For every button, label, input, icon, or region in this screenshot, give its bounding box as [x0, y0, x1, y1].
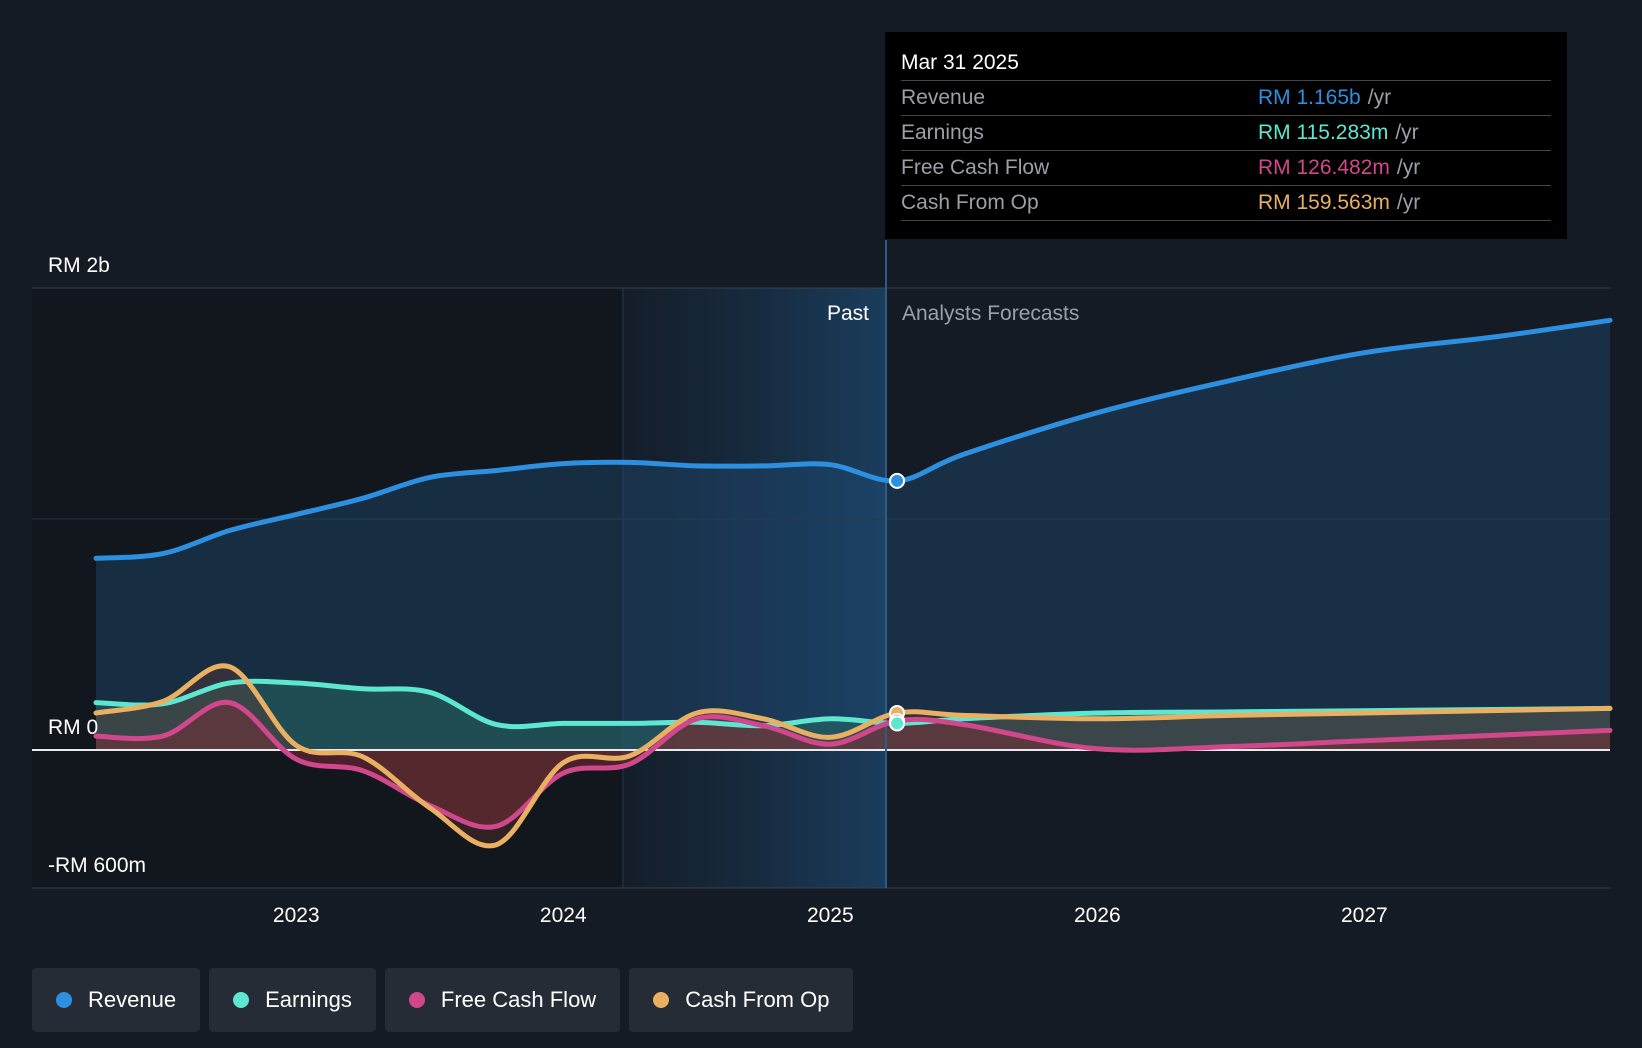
- revenue-area: [96, 320, 1610, 750]
- tooltip-row-cash-from-op: Cash From Op RM 159.563m /yr: [901, 186, 1551, 221]
- tooltip-row-revenue: Revenue RM 1.165b /yr: [901, 81, 1551, 116]
- forecast-label: Analysts Forecasts: [902, 302, 1079, 325]
- tooltip-value: RM 159.563m: [1258, 191, 1390, 214]
- tooltip-unit: /yr: [1396, 156, 1421, 179]
- tooltip-row-earnings: Earnings RM 115.283m /yr: [901, 116, 1551, 151]
- revenue-line: [93, 317, 1613, 561]
- earnings-area: [96, 681, 1610, 750]
- x-tick-label: 2026: [1074, 904, 1121, 927]
- past-label: Past: [827, 302, 869, 325]
- x-tick-label: 2027: [1341, 904, 1388, 927]
- tooltip-row-free-cash-flow: Free Cash Flow RM 126.482m /yr: [901, 151, 1551, 186]
- y-label-bottom: -RM 600m: [48, 854, 146, 877]
- tooltip-value: RM 115.283m: [1258, 121, 1389, 144]
- tooltip-unit: /yr: [1395, 121, 1419, 144]
- past-highlight-band: [623, 288, 886, 888]
- tooltip-value: RM 1.165b: [1258, 86, 1361, 109]
- legend-item-cash-from-op[interactable]: Cash From Op: [629, 968, 854, 1032]
- free-cash-flow-area: [96, 702, 1610, 828]
- tooltip-date: Mar 31 2025: [901, 46, 1551, 81]
- legend-label: Free Cash Flow: [440, 987, 597, 1012]
- revenue-marker[interactable]: [889, 472, 906, 489]
- cash-from-op-area: [96, 665, 1610, 846]
- tooltip-unit: /yr: [1396, 191, 1421, 214]
- tooltip-label: Cash From Op: [901, 191, 1039, 214]
- legend-label: Earnings: [265, 987, 352, 1012]
- x-tick-label: 2024: [540, 904, 587, 927]
- earnings-line: [93, 678, 1613, 730]
- legend-item-free-cash-flow[interactable]: Free Cash Flow: [384, 968, 621, 1032]
- tooltip-label: Earnings: [901, 121, 984, 144]
- legend-label: Revenue: [88, 987, 177, 1012]
- legend: Revenue Earnings Free Cash Flow Cash Fro…: [32, 968, 854, 1032]
- legend-item-earnings[interactable]: Earnings: [209, 968, 376, 1032]
- x-tick-label: 2023: [273, 904, 320, 927]
- tooltip-label: Revenue: [901, 86, 986, 109]
- legend-dot-icon: [233, 992, 250, 1008]
- x-tick-label: 2025: [807, 904, 854, 927]
- tooltip-value: RM 126.482m: [1258, 156, 1390, 179]
- tooltip-label: Free Cash Flow: [901, 156, 1050, 179]
- legend-label: Cash From Op: [685, 987, 830, 1012]
- cash-from-op-line: [93, 663, 1613, 849]
- y-label-top: RM 2b: [48, 254, 110, 277]
- tooltip-unit: /yr: [1367, 86, 1392, 109]
- legend-dot-icon: [653, 992, 670, 1008]
- free-cash-flow-line: [93, 699, 1613, 830]
- tooltip: Mar 31 2025 Revenue RM 1.165b /yr Earnin…: [885, 32, 1567, 239]
- legend-dot-icon: [56, 992, 72, 1008]
- earnings-marker[interactable]: [889, 715, 906, 732]
- legend-item-revenue[interactable]: Revenue: [32, 968, 201, 1032]
- y-label-zero: RM 0: [48, 716, 98, 739]
- legend-dot-icon: [408, 992, 425, 1008]
